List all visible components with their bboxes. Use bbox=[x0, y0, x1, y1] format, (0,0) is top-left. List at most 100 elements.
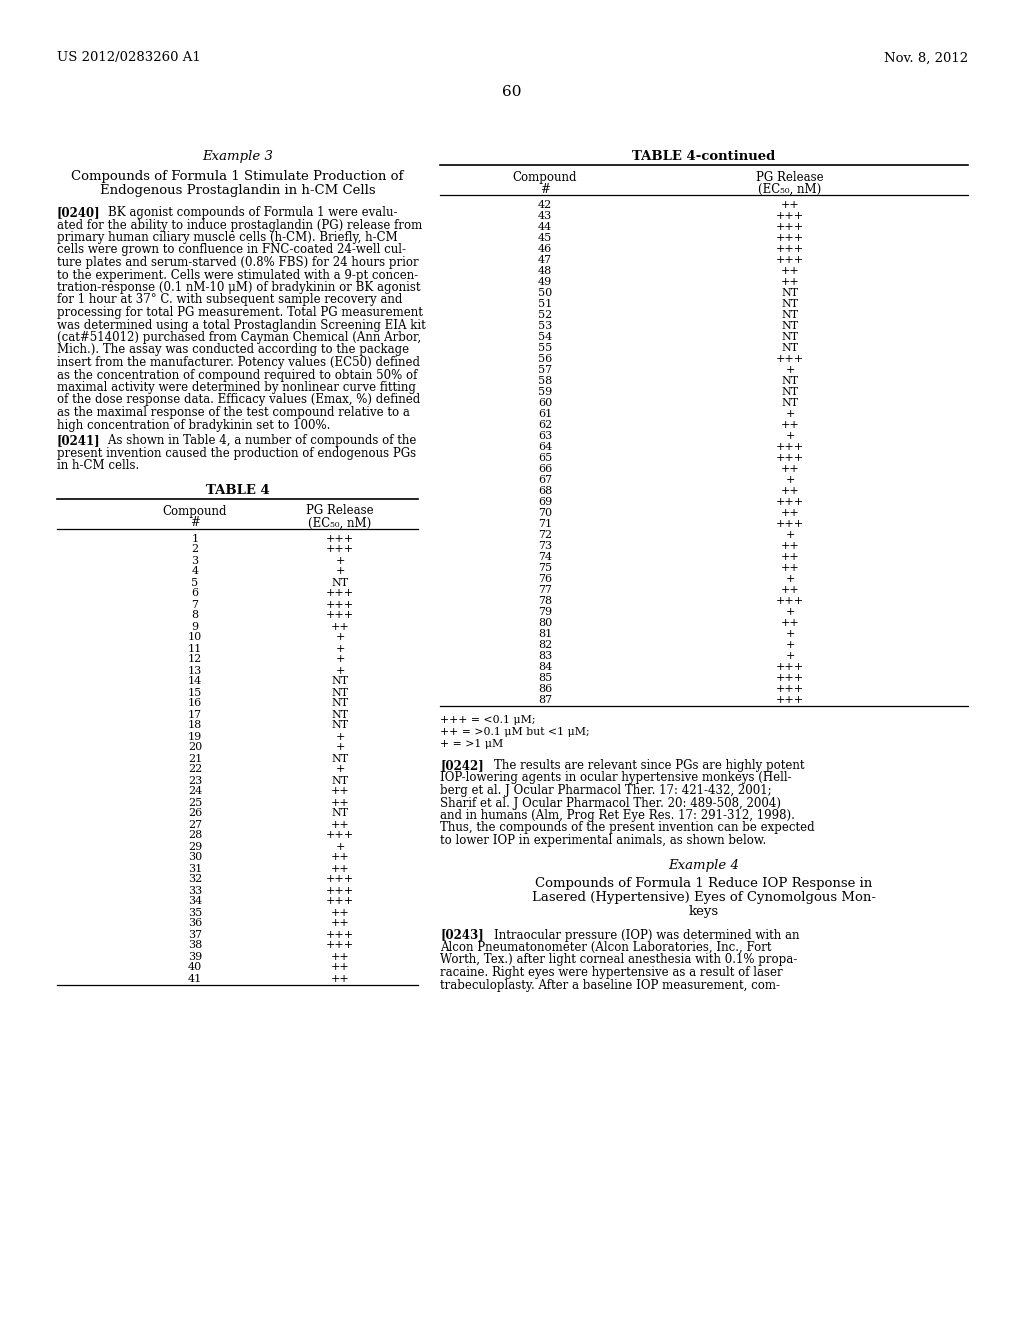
Text: 8: 8 bbox=[191, 610, 199, 620]
Text: +++ = <0.1 μM;: +++ = <0.1 μM; bbox=[440, 715, 536, 725]
Text: ++: ++ bbox=[331, 952, 349, 961]
Text: +++: +++ bbox=[326, 830, 354, 841]
Text: +++: +++ bbox=[326, 589, 354, 598]
Text: +++: +++ bbox=[776, 519, 804, 529]
Text: [0240]: [0240] bbox=[57, 206, 100, 219]
Text: ++: ++ bbox=[331, 919, 349, 928]
Text: NT: NT bbox=[781, 288, 799, 298]
Text: ++: ++ bbox=[331, 863, 349, 874]
Text: ++: ++ bbox=[331, 962, 349, 973]
Text: NT: NT bbox=[781, 387, 799, 397]
Text: +: + bbox=[785, 432, 795, 441]
Text: 62: 62 bbox=[538, 420, 552, 430]
Text: 24: 24 bbox=[187, 787, 202, 796]
Text: 7: 7 bbox=[191, 599, 199, 610]
Text: 87: 87 bbox=[538, 696, 552, 705]
Text: ++: ++ bbox=[780, 486, 800, 496]
Text: 19: 19 bbox=[187, 731, 202, 742]
Text: 27: 27 bbox=[188, 820, 202, 829]
Text: 42: 42 bbox=[538, 201, 552, 210]
Text: 35: 35 bbox=[187, 908, 202, 917]
Text: +: + bbox=[335, 842, 345, 851]
Text: #: # bbox=[540, 183, 550, 195]
Text: +: + bbox=[335, 632, 345, 643]
Text: NT: NT bbox=[332, 698, 348, 709]
Text: TABLE 4: TABLE 4 bbox=[206, 483, 269, 496]
Text: ++: ++ bbox=[780, 277, 800, 286]
Text: +: + bbox=[335, 764, 345, 775]
Text: ++: ++ bbox=[780, 618, 800, 628]
Text: ++: ++ bbox=[780, 201, 800, 210]
Text: to the experiment. Cells were stimulated with a 9-pt concen-: to the experiment. Cells were stimulated… bbox=[57, 268, 418, 281]
Text: +: + bbox=[785, 607, 795, 616]
Text: +++: +++ bbox=[776, 222, 804, 232]
Text: high concentration of bradykinin set to 100%.: high concentration of bradykinin set to … bbox=[57, 418, 331, 432]
Text: TABLE 4-continued: TABLE 4-continued bbox=[633, 150, 775, 162]
Text: +: + bbox=[785, 630, 795, 639]
Text: NT: NT bbox=[781, 310, 799, 319]
Text: 43: 43 bbox=[538, 211, 552, 220]
Text: ++: ++ bbox=[331, 820, 349, 829]
Text: +: + bbox=[335, 731, 345, 742]
Text: 70: 70 bbox=[538, 508, 552, 517]
Text: NT: NT bbox=[781, 333, 799, 342]
Text: 64: 64 bbox=[538, 442, 552, 451]
Text: +: + bbox=[335, 742, 345, 752]
Text: 29: 29 bbox=[187, 842, 202, 851]
Text: 79: 79 bbox=[538, 607, 552, 616]
Text: +++: +++ bbox=[776, 442, 804, 451]
Text: 69: 69 bbox=[538, 498, 552, 507]
Text: 82: 82 bbox=[538, 640, 552, 649]
Text: +++: +++ bbox=[776, 211, 804, 220]
Text: berg et al. J Ocular Pharmacol Ther. 17: 421-432, 2001;: berg et al. J Ocular Pharmacol Ther. 17:… bbox=[440, 784, 772, 797]
Text: 73: 73 bbox=[538, 541, 552, 550]
Text: +: + bbox=[335, 556, 345, 565]
Text: 55: 55 bbox=[538, 343, 552, 352]
Text: for 1 hour at 37° C. with subsequent sample recovery and: for 1 hour at 37° C. with subsequent sam… bbox=[57, 293, 402, 306]
Text: NT: NT bbox=[781, 321, 799, 331]
Text: 56: 56 bbox=[538, 354, 552, 364]
Text: Worth, Tex.) after light corneal anesthesia with 0.1% propa-: Worth, Tex.) after light corneal anesthe… bbox=[440, 953, 798, 966]
Text: +++: +++ bbox=[326, 874, 354, 884]
Text: [0243]: [0243] bbox=[440, 928, 483, 941]
Text: 5: 5 bbox=[191, 578, 199, 587]
Text: 45: 45 bbox=[538, 234, 552, 243]
Text: NT: NT bbox=[781, 399, 799, 408]
Text: Mich.). The assay was conducted according to the package: Mich.). The assay was conducted accordin… bbox=[57, 343, 410, 356]
Text: 86: 86 bbox=[538, 684, 552, 694]
Text: 68: 68 bbox=[538, 486, 552, 496]
Text: +++: +++ bbox=[326, 886, 354, 895]
Text: Nov. 8, 2012: Nov. 8, 2012 bbox=[884, 51, 968, 65]
Text: +++: +++ bbox=[776, 684, 804, 694]
Text: tration-response (0.1 nM-10 μM) of bradykinin or BK agonist: tration-response (0.1 nM-10 μM) of brady… bbox=[57, 281, 421, 294]
Text: 85: 85 bbox=[538, 673, 552, 682]
Text: PG Release: PG Release bbox=[306, 504, 374, 517]
Text: primary human ciliary muscle cells (h-CM). Briefly, h-CM: primary human ciliary muscle cells (h-CM… bbox=[57, 231, 397, 244]
Text: #: # bbox=[190, 516, 200, 529]
Text: 11: 11 bbox=[187, 644, 202, 653]
Text: 12: 12 bbox=[187, 655, 202, 664]
Text: NT: NT bbox=[332, 710, 348, 719]
Text: insert from the manufacturer. Potency values (EC50) defined: insert from the manufacturer. Potency va… bbox=[57, 356, 420, 370]
Text: present invention caused the production of endogenous PGs: present invention caused the production … bbox=[57, 446, 416, 459]
Text: (EC₅₀, nM): (EC₅₀, nM) bbox=[759, 183, 821, 195]
Text: maximal activity were determined by nonlinear curve fitting: maximal activity were determined by nonl… bbox=[57, 381, 416, 393]
Text: +++: +++ bbox=[326, 940, 354, 950]
Text: ++: ++ bbox=[331, 797, 349, 808]
Text: NT: NT bbox=[332, 688, 348, 697]
Text: Compound: Compound bbox=[163, 504, 227, 517]
Text: +: + bbox=[335, 665, 345, 676]
Text: Compounds of Formula 1 Reduce IOP Response in: Compounds of Formula 1 Reduce IOP Respon… bbox=[536, 876, 872, 890]
Text: +++: +++ bbox=[776, 255, 804, 265]
Text: ++: ++ bbox=[780, 585, 800, 595]
Text: Intraocular pressure (IOP) was determined with an: Intraocular pressure (IOP) was determine… bbox=[479, 928, 800, 941]
Text: +++: +++ bbox=[326, 599, 354, 610]
Text: 32: 32 bbox=[187, 874, 202, 884]
Text: 33: 33 bbox=[187, 886, 202, 895]
Text: as the concentration of compound required to obtain 50% of: as the concentration of compound require… bbox=[57, 368, 418, 381]
Text: 67: 67 bbox=[538, 475, 552, 484]
Text: US 2012/0283260 A1: US 2012/0283260 A1 bbox=[57, 51, 201, 65]
Text: 71: 71 bbox=[538, 519, 552, 529]
Text: PG Release: PG Release bbox=[756, 172, 824, 183]
Text: IOP-lowering agents in ocular hypertensive monkeys (Hell-: IOP-lowering agents in ocular hypertensi… bbox=[440, 771, 792, 784]
